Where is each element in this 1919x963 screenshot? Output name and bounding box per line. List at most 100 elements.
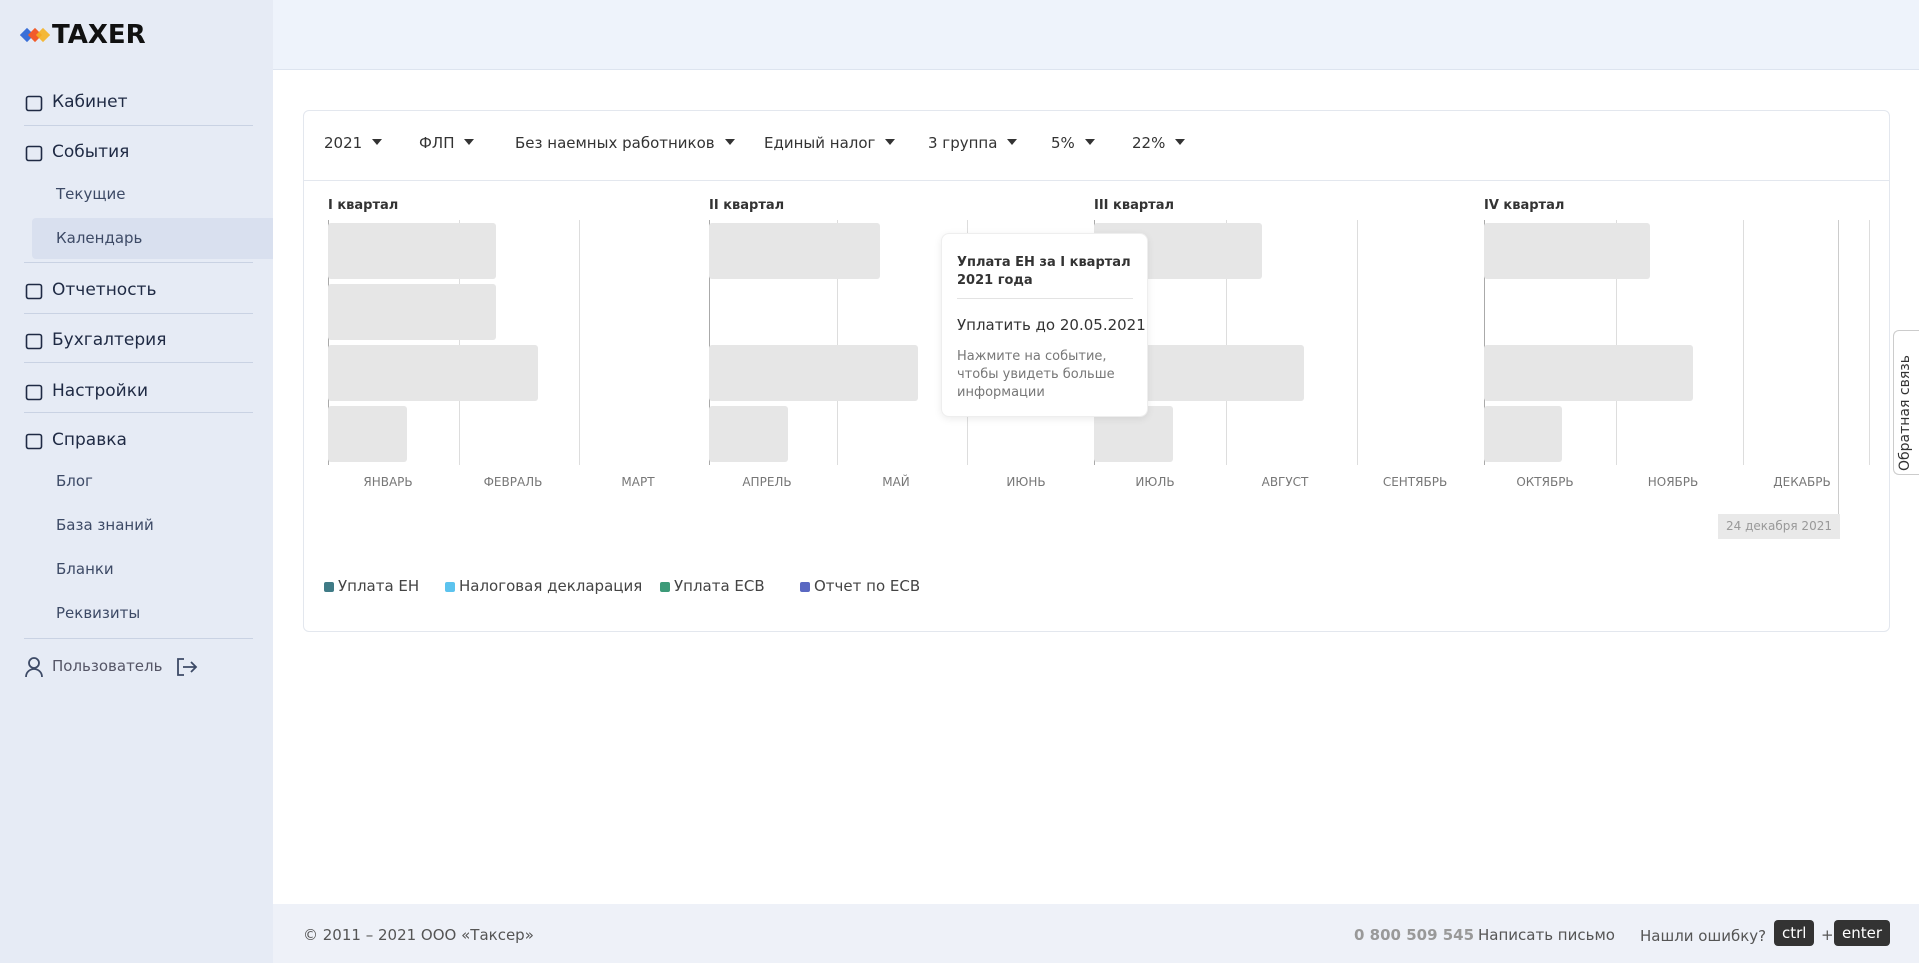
month-label: ИЮНЬ	[1006, 475, 1046, 489]
today-chip: 24 декабря 2021	[1718, 514, 1840, 539]
event-placeholder[interactable]	[328, 223, 496, 279]
month-label: ДЕКАБРЬ	[1773, 475, 1831, 489]
nav-item[interactable]: Отчетность	[52, 280, 157, 300]
legend-label: Налоговая декларация	[459, 577, 643, 595]
quarter-line	[328, 220, 329, 465]
header	[273, 0, 1919, 70]
filter-dropdown[interactable]: Без наемных работников	[515, 134, 735, 152]
key-enter: enter	[1834, 920, 1891, 946]
plus: +	[1821, 926, 1834, 944]
mail-link[interactable]: Написать письмо	[1478, 926, 1615, 944]
month-label: ИЮЛЬ	[1135, 475, 1175, 489]
event-placeholder[interactable]	[328, 345, 538, 401]
event-placeholder[interactable]	[709, 406, 788, 462]
month-label: МАРТ	[621, 475, 655, 489]
logo-icon	[20, 27, 50, 43]
event-placeholder[interactable]	[709, 223, 880, 279]
grid-line	[1616, 220, 1617, 465]
nav-subitem[interactable]: Бланки	[56, 560, 114, 578]
grid-line	[579, 220, 580, 465]
nav-icon	[25, 94, 43, 116]
feedback-label[interactable]: Обратная связь	[1897, 355, 1913, 471]
nav-icon	[25, 332, 43, 354]
copyright: © 2011 – 2021 ООО «Таксер»	[303, 926, 534, 944]
legend-label: Уплата ЕН	[338, 577, 420, 595]
feedback-tab[interactable]: Обратная связь	[1893, 330, 1919, 475]
grid-line	[1869, 220, 1870, 465]
filter-dropdown[interactable]: 22%	[1132, 134, 1185, 152]
quarter-label: III квартал	[1094, 198, 1174, 213]
event-placeholder[interactable]	[709, 345, 918, 401]
month-label: НОЯБРЬ	[1647, 475, 1699, 489]
nav-item[interactable]: Бухгалтерия	[52, 330, 167, 350]
tooltip-due: Уплатить до 20.05.2021	[957, 316, 1146, 334]
event-placeholder[interactable]	[328, 406, 407, 462]
divider	[24, 638, 253, 639]
legend-swatch	[800, 582, 810, 592]
filter-dropdown[interactable]: 5%	[1051, 134, 1095, 152]
event-placeholder[interactable]	[1484, 223, 1650, 279]
filter-dropdown[interactable]: 2021	[324, 134, 382, 152]
nav-icon	[25, 432, 43, 454]
legend-swatch	[660, 582, 670, 592]
calendar-card	[303, 110, 1890, 632]
logout-icon[interactable]	[176, 657, 198, 677]
tooltip-title: Уплата ЕН за I квартал 2021 года	[957, 255, 1131, 288]
filter-dropdown[interactable]: 3 группа	[928, 134, 1017, 152]
nav-item[interactable]: Кабинет	[52, 92, 128, 112]
nav-subitem[interactable]: База знаний	[56, 516, 154, 534]
quarter-line	[709, 220, 710, 465]
event-placeholder[interactable]	[1484, 406, 1562, 462]
sidebar: TAXER Кабинет События Текущие Календарь Отче…	[0, 0, 273, 963]
grid-line	[459, 220, 460, 465]
grid-line	[1743, 220, 1744, 465]
divider	[24, 262, 253, 263]
nav-item[interactable]: События	[52, 142, 130, 162]
event-placeholder[interactable]	[1484, 345, 1693, 401]
legend-label: Отчет по ЕСВ	[814, 577, 921, 595]
legend-swatch	[324, 582, 334, 592]
footer: © 2011 – 2021 ООО «Таксер» 0 800 509 545…	[273, 904, 1919, 963]
divider	[957, 298, 1133, 299]
filter-dropdown[interactable]: Единый налог	[764, 134, 895, 152]
month-label: ОКТЯБРЬ	[1516, 475, 1574, 489]
user-name[interactable]: Пользователь	[52, 657, 163, 675]
month-label: СЕНТЯБРЬ	[1382, 475, 1448, 489]
tooltip-hint: Нажмите на событие, чтобы увидеть больше…	[957, 349, 1115, 400]
divider	[24, 125, 253, 126]
tooltip: Уплата ЕН за I квартал 2021 года Уплатит…	[941, 233, 1148, 417]
logo[interactable]: TAXER	[52, 20, 146, 50]
event-placeholder[interactable]	[328, 284, 496, 340]
divider	[24, 313, 253, 314]
grid-line	[837, 220, 838, 465]
quarter-label: IV квартал	[1484, 198, 1565, 213]
divider	[24, 412, 253, 413]
nav-subitem[interactable]: Текущие	[56, 185, 126, 203]
filter-dropdown[interactable]: ФЛП	[419, 134, 474, 152]
month-label: ФЕВРАЛЬ	[483, 475, 543, 489]
nav-icon	[25, 383, 43, 405]
divider	[304, 180, 1889, 181]
month-label: АПРЕЛЬ	[742, 475, 792, 489]
legend-swatch	[445, 582, 455, 592]
nav-subitem[interactable]: Реквизиты	[56, 604, 141, 622]
month-label: МАЙ	[882, 475, 910, 489]
nav-subitem[interactable]: Календарь	[56, 229, 143, 247]
nav-subitem[interactable]: Блог	[56, 472, 93, 490]
divider	[24, 362, 253, 363]
key-ctrl: ctrl	[1774, 920, 1815, 946]
legend-label: Уплата ЕСВ	[674, 577, 765, 595]
phone[interactable]: 0 800 509 545	[1354, 926, 1475, 944]
today-line	[1838, 220, 1839, 514]
nav-item[interactable]: Справка	[52, 430, 127, 450]
error-text: Нашли ошибку?	[1640, 927, 1767, 945]
nav-icon	[25, 282, 43, 304]
month-label: ЯНВАРЬ	[363, 475, 413, 489]
quarter-label: II квартал	[709, 198, 785, 213]
grid-line	[1357, 220, 1358, 465]
quarter-label: I квартал	[328, 198, 399, 213]
user-icon	[25, 657, 43, 678]
nav-item[interactable]: Настройки	[52, 381, 149, 401]
